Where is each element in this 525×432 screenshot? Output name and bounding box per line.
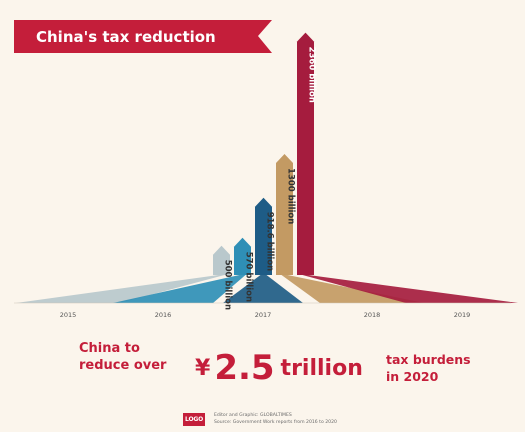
currency-symbol: ¥ xyxy=(195,356,211,381)
bar-2015 xyxy=(213,245,230,275)
value-label-2016: 570 billion xyxy=(244,252,254,302)
value-label-2018: 1300 billion xyxy=(286,168,296,224)
headline-figure: ¥2.5 trillion xyxy=(195,348,363,388)
fan-rays xyxy=(16,275,518,303)
bar-2019 xyxy=(297,32,314,276)
credits: Editor and Graphic: GLOBALTIMES Source: … xyxy=(214,412,374,426)
headline-unit: trillion xyxy=(280,356,363,381)
x-tick-label-2019: 2019 xyxy=(454,311,471,319)
title-banner: China's tax reduction xyxy=(14,20,272,53)
fan-ray-2015 xyxy=(16,275,225,303)
credit-line: Editor and Graphic: GLOBALTIMES xyxy=(214,413,292,418)
bar-2016 xyxy=(234,237,251,275)
chart-title: China's tax reduction xyxy=(36,28,216,46)
x-tick-label-2016: 2016 xyxy=(155,311,172,319)
fan-ray-2017 xyxy=(223,275,303,303)
footer-left-line: reduce over xyxy=(79,358,167,373)
x-tick-labels: 2015 2016 2017 2018 2019 xyxy=(60,311,471,319)
fan-ray-2019 xyxy=(302,275,518,303)
value-label-2019: 2360 billion xyxy=(307,47,317,103)
publisher-logo: LOGO xyxy=(183,413,205,426)
value-label-2015: 500 billion xyxy=(223,260,233,310)
title-banner-shape xyxy=(14,20,272,53)
footer-right-text: tax burdens in 2020 xyxy=(386,351,476,385)
value-labels: 500 billion 570 billion 918.6 billion 1300 … xyxy=(223,47,317,310)
bar-2018 xyxy=(276,154,293,275)
x-tick-label-2018: 2018 xyxy=(364,311,381,319)
credit-line: Source: Government Work reports from 201… xyxy=(214,420,337,425)
footer-right-line: tax burdens xyxy=(386,352,471,367)
footer-right-line: in 2020 xyxy=(386,369,439,384)
footer-left-line: China to xyxy=(79,341,140,356)
x-tick-label-2017: 2017 xyxy=(255,311,272,319)
headline-amount: 2.5 xyxy=(214,348,275,388)
footer-left-text: China to reduce over xyxy=(79,340,169,374)
bar-2017 xyxy=(255,197,272,275)
bars xyxy=(213,32,314,276)
x-tick-label-2015: 2015 xyxy=(60,311,77,319)
value-label-2017: 918.6 billion xyxy=(265,212,275,271)
fan-ray-2016 xyxy=(113,275,246,303)
